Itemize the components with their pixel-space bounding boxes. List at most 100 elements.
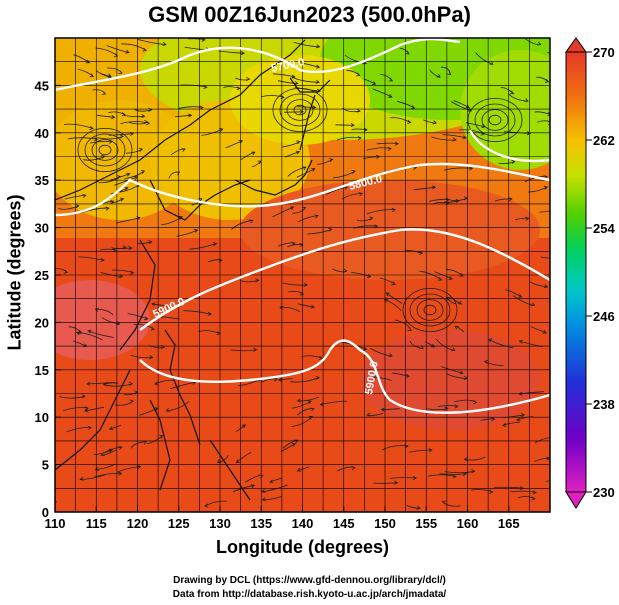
streamline-arrowhead xyxy=(87,425,92,430)
streamline-arrowhead xyxy=(387,146,392,151)
contour-label: 5900.0 xyxy=(363,360,381,395)
colorbar-tick-label: 254 xyxy=(593,221,615,236)
streamline xyxy=(344,54,367,64)
streamline xyxy=(116,466,141,473)
streamline-arrowhead xyxy=(273,377,278,382)
streamline-arrowhead xyxy=(121,112,126,117)
streamline-arrowhead xyxy=(84,408,89,413)
streamline-arrowhead xyxy=(343,268,348,273)
streamline-arrowhead xyxy=(175,171,180,176)
streamline-arrowhead xyxy=(136,465,142,470)
streamline-arrowhead xyxy=(154,407,159,412)
streamline xyxy=(235,452,252,463)
streamline xyxy=(251,160,262,167)
streamline xyxy=(94,472,122,478)
streamline xyxy=(93,449,113,455)
vortex-streamline xyxy=(416,299,444,321)
streamline-arrowhead xyxy=(314,214,319,219)
streamline xyxy=(139,407,158,416)
streamline xyxy=(121,43,147,51)
streamline xyxy=(97,136,124,140)
streamline-arrowhead xyxy=(525,216,530,221)
colorbar-tick-label: 262 xyxy=(593,133,615,148)
streamline xyxy=(287,244,303,248)
streamline xyxy=(434,271,453,280)
streamline-arrowhead xyxy=(124,186,129,191)
streamline xyxy=(287,166,307,177)
streamline xyxy=(290,377,320,383)
streamline xyxy=(484,360,504,366)
streamline xyxy=(78,256,105,261)
streamline xyxy=(87,330,114,338)
streamline-arrowhead xyxy=(101,91,107,95)
vortex-streamline xyxy=(481,109,509,131)
streamline-arrowhead xyxy=(489,489,494,494)
streamline-arrowhead xyxy=(316,44,321,49)
streamline-arrowhead xyxy=(219,127,224,132)
streamline-arrowhead xyxy=(407,119,412,124)
streamline xyxy=(230,349,257,352)
streamline-arrowhead xyxy=(113,53,119,57)
streamline-arrowhead xyxy=(452,137,457,142)
credit-dcl: Drawing by DCL (https://www.gfd-dennou.o… xyxy=(173,575,446,586)
streamline xyxy=(431,136,457,141)
streamline xyxy=(545,480,550,482)
streamline-arrowhead xyxy=(555,436,558,439)
streamline xyxy=(519,340,543,348)
streamline xyxy=(204,500,227,507)
streamline xyxy=(127,313,148,320)
streamline-arrowhead xyxy=(178,215,183,220)
streamline xyxy=(293,42,320,48)
streamline-arrowhead xyxy=(412,476,417,481)
colorbar-ticks: 230 238 246 254 262 270 xyxy=(586,45,615,500)
streamline-arrowhead xyxy=(537,41,542,46)
streamline-arrowhead xyxy=(351,170,356,174)
streamline-arrowhead xyxy=(357,136,362,141)
streamline xyxy=(363,78,376,85)
streamline-arrowhead xyxy=(194,228,199,233)
streamline-arrowhead xyxy=(511,159,516,164)
streamline-arrowhead xyxy=(159,435,164,439)
streamline xyxy=(80,474,106,480)
streamline xyxy=(151,303,168,307)
streamline-arrowhead xyxy=(149,355,154,360)
streamline-arrowhead xyxy=(255,278,260,283)
y-tick-label: 0 xyxy=(42,505,49,520)
vortex-streamline xyxy=(474,103,516,137)
streamline-arrowhead xyxy=(491,417,496,422)
streamline xyxy=(392,372,410,377)
streamline-arrowhead xyxy=(329,158,334,163)
streamline xyxy=(409,449,432,453)
vortex-streamline xyxy=(279,93,321,127)
streamline xyxy=(84,406,105,412)
x-tick-label: 125 xyxy=(168,516,190,531)
streamline-arrowhead xyxy=(463,471,468,476)
streamline xyxy=(413,186,436,191)
streamline-arrowhead xyxy=(483,359,489,364)
streamline-arrowhead xyxy=(82,193,87,198)
streamline-arrowhead xyxy=(502,422,507,427)
streamline xyxy=(539,210,550,213)
streamline-arrowhead xyxy=(119,197,125,202)
streamline-arrowhead xyxy=(318,355,324,361)
streamline-arrowhead xyxy=(40,498,43,501)
streamline-arrowhead xyxy=(86,381,91,386)
streamline-arrowhead xyxy=(235,459,240,464)
streamline-arrowhead xyxy=(459,370,464,375)
streamline-arrowhead xyxy=(441,500,447,505)
streamline-arrowhead xyxy=(301,206,307,211)
streamline xyxy=(470,489,493,493)
streamline-arrowhead xyxy=(299,291,305,296)
streamline-arrowhead xyxy=(454,404,459,409)
streamline-arrowhead xyxy=(509,90,515,95)
streamline-arrowhead xyxy=(299,243,304,248)
streamline-arrowhead xyxy=(310,407,315,412)
streamline xyxy=(63,123,94,129)
streamline xyxy=(175,114,192,118)
vortex-streamline xyxy=(77,127,133,172)
vortex-streamline xyxy=(272,88,328,133)
streamline-arrowhead xyxy=(371,81,377,85)
streamline-arrowhead xyxy=(122,245,127,250)
streamline xyxy=(381,408,400,410)
streamline xyxy=(133,108,152,112)
